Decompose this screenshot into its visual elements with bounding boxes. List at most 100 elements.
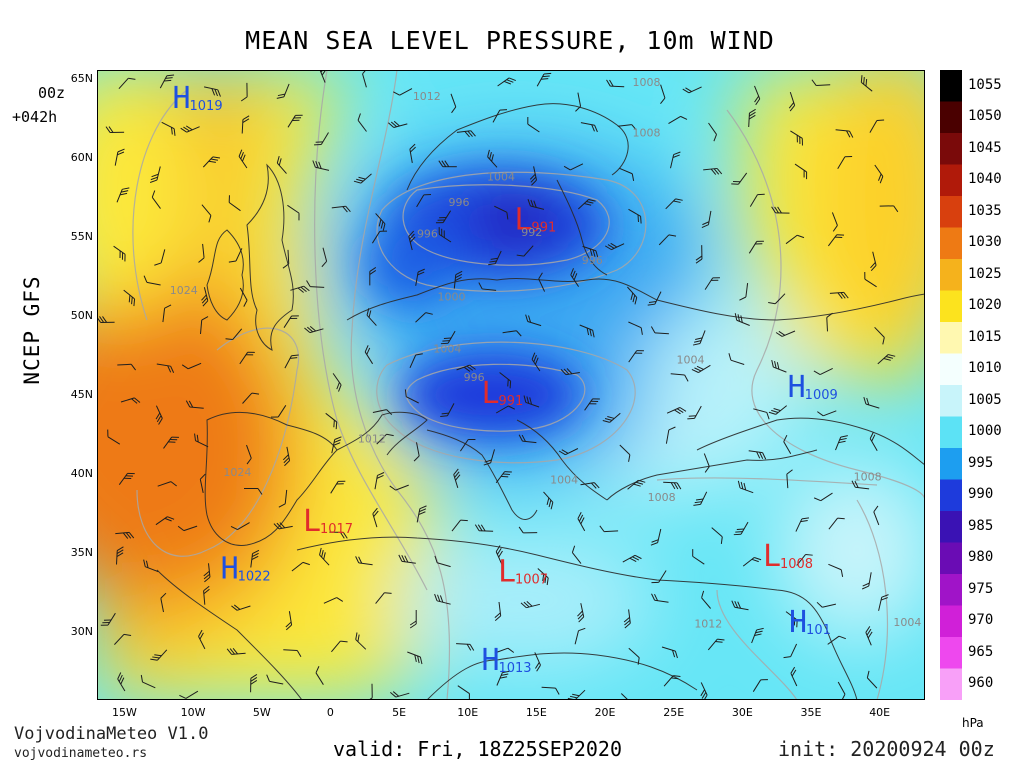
lon-tick-label: 15E <box>525 706 547 719</box>
wind-barb <box>389 484 409 491</box>
wind-barb <box>450 93 457 114</box>
wind-barb <box>811 79 831 87</box>
wind-barb <box>407 651 423 665</box>
pressure-cores <box>367 170 607 437</box>
wind-barb <box>246 444 252 465</box>
wind-barb <box>771 206 790 214</box>
wind-barb <box>376 433 394 445</box>
wind-barb <box>527 199 545 210</box>
wind-barb <box>687 405 702 420</box>
wind-barb <box>366 308 377 326</box>
pressure-center-value: 991 <box>498 394 523 409</box>
wind-barb <box>291 561 310 572</box>
valid-time: valid: Fri, 18Z25SEP2020 <box>333 737 622 761</box>
pressure-center-letter: L <box>498 555 516 590</box>
colorbar-tick-label: 1055 <box>968 76 1002 93</box>
wind-barb <box>150 649 168 661</box>
colorbar-tick-label: 970 <box>968 612 994 629</box>
wind-barb <box>711 527 723 545</box>
wind-barb <box>181 362 202 370</box>
pressure-center-value: 1009 <box>805 388 838 403</box>
coastlines <box>156 103 925 700</box>
isobar-label: 1012 <box>358 433 386 446</box>
wind-barb <box>156 363 175 373</box>
pressure-center-letter: H <box>173 81 191 116</box>
wind-barb <box>813 492 833 502</box>
wind-barb <box>790 130 803 146</box>
lat-tick-label: 30N <box>70 625 93 639</box>
pressure-center-value: 1008 <box>780 557 813 572</box>
wind-barb <box>817 410 837 417</box>
wind-barb <box>304 325 324 334</box>
colorbar-swatch <box>940 542 962 575</box>
forecast-lead: +042h <box>12 108 58 126</box>
wind-barb <box>775 330 796 337</box>
wind-barb <box>375 592 392 604</box>
wind-barb <box>670 151 681 169</box>
wind-barb <box>314 132 329 146</box>
wind-barb <box>416 194 432 208</box>
wind-barb <box>117 672 126 692</box>
wind-barb <box>374 472 385 490</box>
wind-barb <box>492 109 508 123</box>
wind-barb <box>708 122 717 142</box>
wind-barb <box>570 268 580 287</box>
wind-barb <box>494 601 502 621</box>
wind-barb <box>495 471 512 484</box>
wind-barb <box>835 129 854 138</box>
wind-barb <box>731 600 749 611</box>
wind-barb <box>860 75 873 92</box>
wind-barb <box>835 435 848 451</box>
wind-barb <box>231 604 251 611</box>
wind-barb <box>362 70 368 88</box>
wind-barb <box>502 330 522 337</box>
wind-barb <box>369 266 377 286</box>
wind-barb <box>244 488 263 495</box>
wind-barb <box>143 559 159 573</box>
wind-barb <box>692 549 705 565</box>
wind-barb <box>771 359 787 373</box>
wind-barb <box>160 592 167 613</box>
wind-barb <box>364 345 374 365</box>
model-name: NCEP GFS <box>20 275 44 385</box>
wind-barb <box>353 173 372 184</box>
wind-barb <box>628 208 642 224</box>
wind-barb <box>828 234 845 247</box>
colorbar-tick-label: 965 <box>968 643 994 660</box>
wind-barb <box>306 280 325 288</box>
wind-barb <box>285 611 293 631</box>
wind-barb <box>323 597 344 604</box>
isobar-label: 1012 <box>413 90 441 103</box>
isobar-label: 996 <box>464 371 485 384</box>
wind-barb <box>372 507 379 528</box>
colorbar-swatch <box>940 196 962 228</box>
colorbar-swatch <box>940 133 962 165</box>
wind-barb <box>584 398 600 411</box>
lon-tick-label: 0 <box>326 706 334 719</box>
wind-barb <box>312 160 330 171</box>
wind-barb <box>116 187 130 203</box>
wind-barb <box>786 469 793 489</box>
wind-barb <box>393 88 413 96</box>
wind-barb <box>813 367 833 375</box>
colorbar-tick-label: 975 <box>968 580 994 597</box>
wind-barb <box>319 547 330 566</box>
wind-barb <box>283 315 299 328</box>
wind-barb <box>575 92 582 112</box>
wind-barb <box>118 472 135 485</box>
wind-barb <box>198 243 205 263</box>
wind-barb <box>580 482 600 489</box>
colorbar-swatch <box>940 668 962 700</box>
wind-barb <box>250 549 260 568</box>
lon-tick-label: 5E <box>392 706 407 719</box>
lon-tick-label: 30E <box>731 706 753 719</box>
wind-barb <box>516 245 534 257</box>
wind-barb <box>163 436 179 449</box>
wind-barb <box>701 590 711 609</box>
wind-barb <box>703 167 723 175</box>
wind-barb <box>650 326 669 335</box>
wind-barb <box>404 389 419 404</box>
wind-barb <box>582 245 599 258</box>
